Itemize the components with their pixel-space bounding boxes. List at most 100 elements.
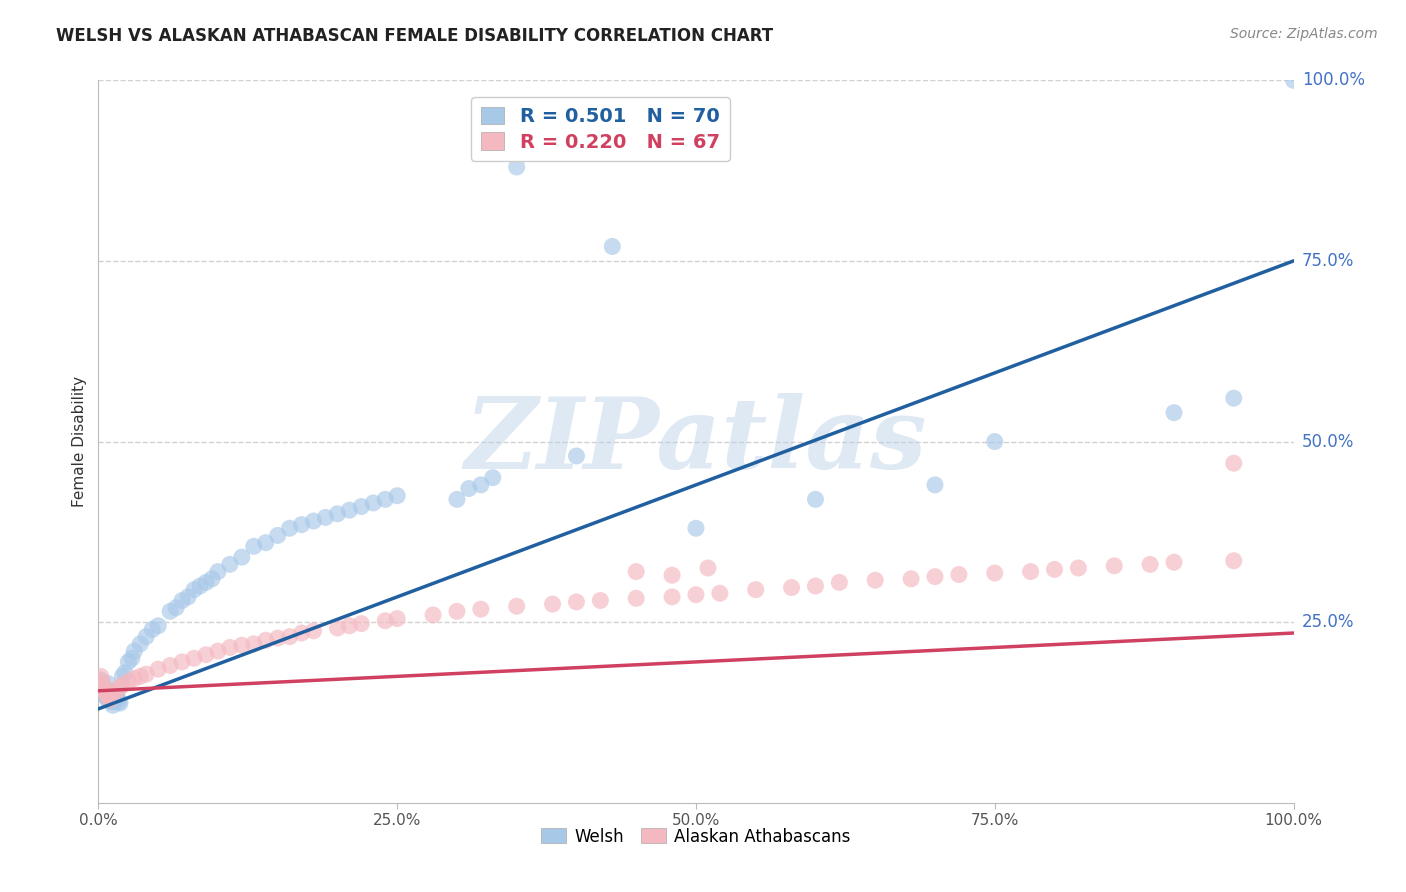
Point xyxy=(105,683,128,698)
Point xyxy=(1067,561,1090,575)
Point xyxy=(1223,554,1246,568)
Point xyxy=(231,638,253,652)
Point xyxy=(107,691,129,706)
Point xyxy=(1223,456,1246,470)
Point xyxy=(302,624,325,638)
Point xyxy=(326,621,349,635)
Point xyxy=(124,672,146,686)
Text: 50.0%: 50.0% xyxy=(1302,433,1354,450)
Point xyxy=(195,575,218,590)
Point xyxy=(90,669,112,683)
Point xyxy=(207,565,229,579)
Point xyxy=(124,644,146,658)
Point xyxy=(94,689,117,703)
Point xyxy=(589,593,612,607)
Point xyxy=(661,590,683,604)
Point xyxy=(685,521,707,535)
Point xyxy=(254,535,277,549)
Point xyxy=(446,604,468,618)
Point xyxy=(93,687,115,701)
Point xyxy=(626,591,648,606)
Point xyxy=(984,434,1007,449)
Point xyxy=(91,676,114,690)
Point xyxy=(385,611,409,625)
Point xyxy=(350,500,373,514)
Point xyxy=(111,678,134,692)
Point xyxy=(117,674,139,689)
Point xyxy=(93,683,115,698)
Point xyxy=(709,586,731,600)
Point xyxy=(828,575,851,590)
Point xyxy=(188,579,211,593)
Point xyxy=(1223,391,1246,405)
Point xyxy=(129,669,152,683)
Point xyxy=(91,674,114,689)
Text: 100.0%: 100.0% xyxy=(1302,71,1365,89)
Point xyxy=(97,676,120,690)
Point xyxy=(267,528,290,542)
Point xyxy=(172,593,194,607)
Point xyxy=(326,507,349,521)
Point xyxy=(172,655,194,669)
Point xyxy=(1043,562,1066,576)
Point xyxy=(481,470,505,484)
Point xyxy=(804,492,827,507)
Point xyxy=(374,614,396,628)
Point xyxy=(1104,558,1126,573)
Point xyxy=(100,695,122,709)
Point xyxy=(207,644,229,658)
Point xyxy=(565,595,588,609)
Point xyxy=(97,693,120,707)
Text: 25.0%: 25.0% xyxy=(1302,613,1354,632)
Point xyxy=(661,568,683,582)
Point xyxy=(159,658,181,673)
Point xyxy=(470,478,492,492)
Legend: Welsh, Alaskan Athabascans: Welsh, Alaskan Athabascans xyxy=(534,821,858,852)
Point xyxy=(1139,558,1161,572)
Point xyxy=(98,691,122,706)
Point xyxy=(135,667,157,681)
Point xyxy=(1282,73,1305,87)
Point xyxy=(900,572,922,586)
Point xyxy=(458,482,481,496)
Point xyxy=(159,604,181,618)
Point xyxy=(984,566,1007,580)
Point xyxy=(385,489,409,503)
Point xyxy=(93,681,115,696)
Text: Source: ZipAtlas.com: Source: ZipAtlas.com xyxy=(1230,27,1378,41)
Point xyxy=(108,680,131,694)
Point xyxy=(302,514,325,528)
Point xyxy=(339,619,361,633)
Point xyxy=(91,680,114,694)
Point xyxy=(315,510,337,524)
Point xyxy=(148,662,170,676)
Text: ZIPatlas: ZIPatlas xyxy=(465,393,927,490)
Point xyxy=(177,590,200,604)
Point xyxy=(201,572,224,586)
Point xyxy=(506,599,529,614)
Point xyxy=(350,616,373,631)
Point xyxy=(374,492,396,507)
Point xyxy=(291,626,314,640)
Point xyxy=(243,539,266,553)
Point xyxy=(96,687,118,701)
Point xyxy=(96,691,118,706)
Point xyxy=(254,633,277,648)
Point xyxy=(506,160,529,174)
Point xyxy=(267,631,290,645)
Point xyxy=(105,687,128,701)
Point xyxy=(924,478,946,492)
Point xyxy=(183,651,205,665)
Point xyxy=(98,687,122,701)
Point xyxy=(924,569,946,583)
Text: 75.0%: 75.0% xyxy=(1302,252,1354,270)
Point xyxy=(98,683,121,698)
Point xyxy=(97,689,120,703)
Point xyxy=(108,696,131,710)
Point xyxy=(278,630,301,644)
Point xyxy=(98,692,122,706)
Point xyxy=(103,695,125,709)
Point xyxy=(565,449,588,463)
Point xyxy=(470,602,492,616)
Point xyxy=(148,619,170,633)
